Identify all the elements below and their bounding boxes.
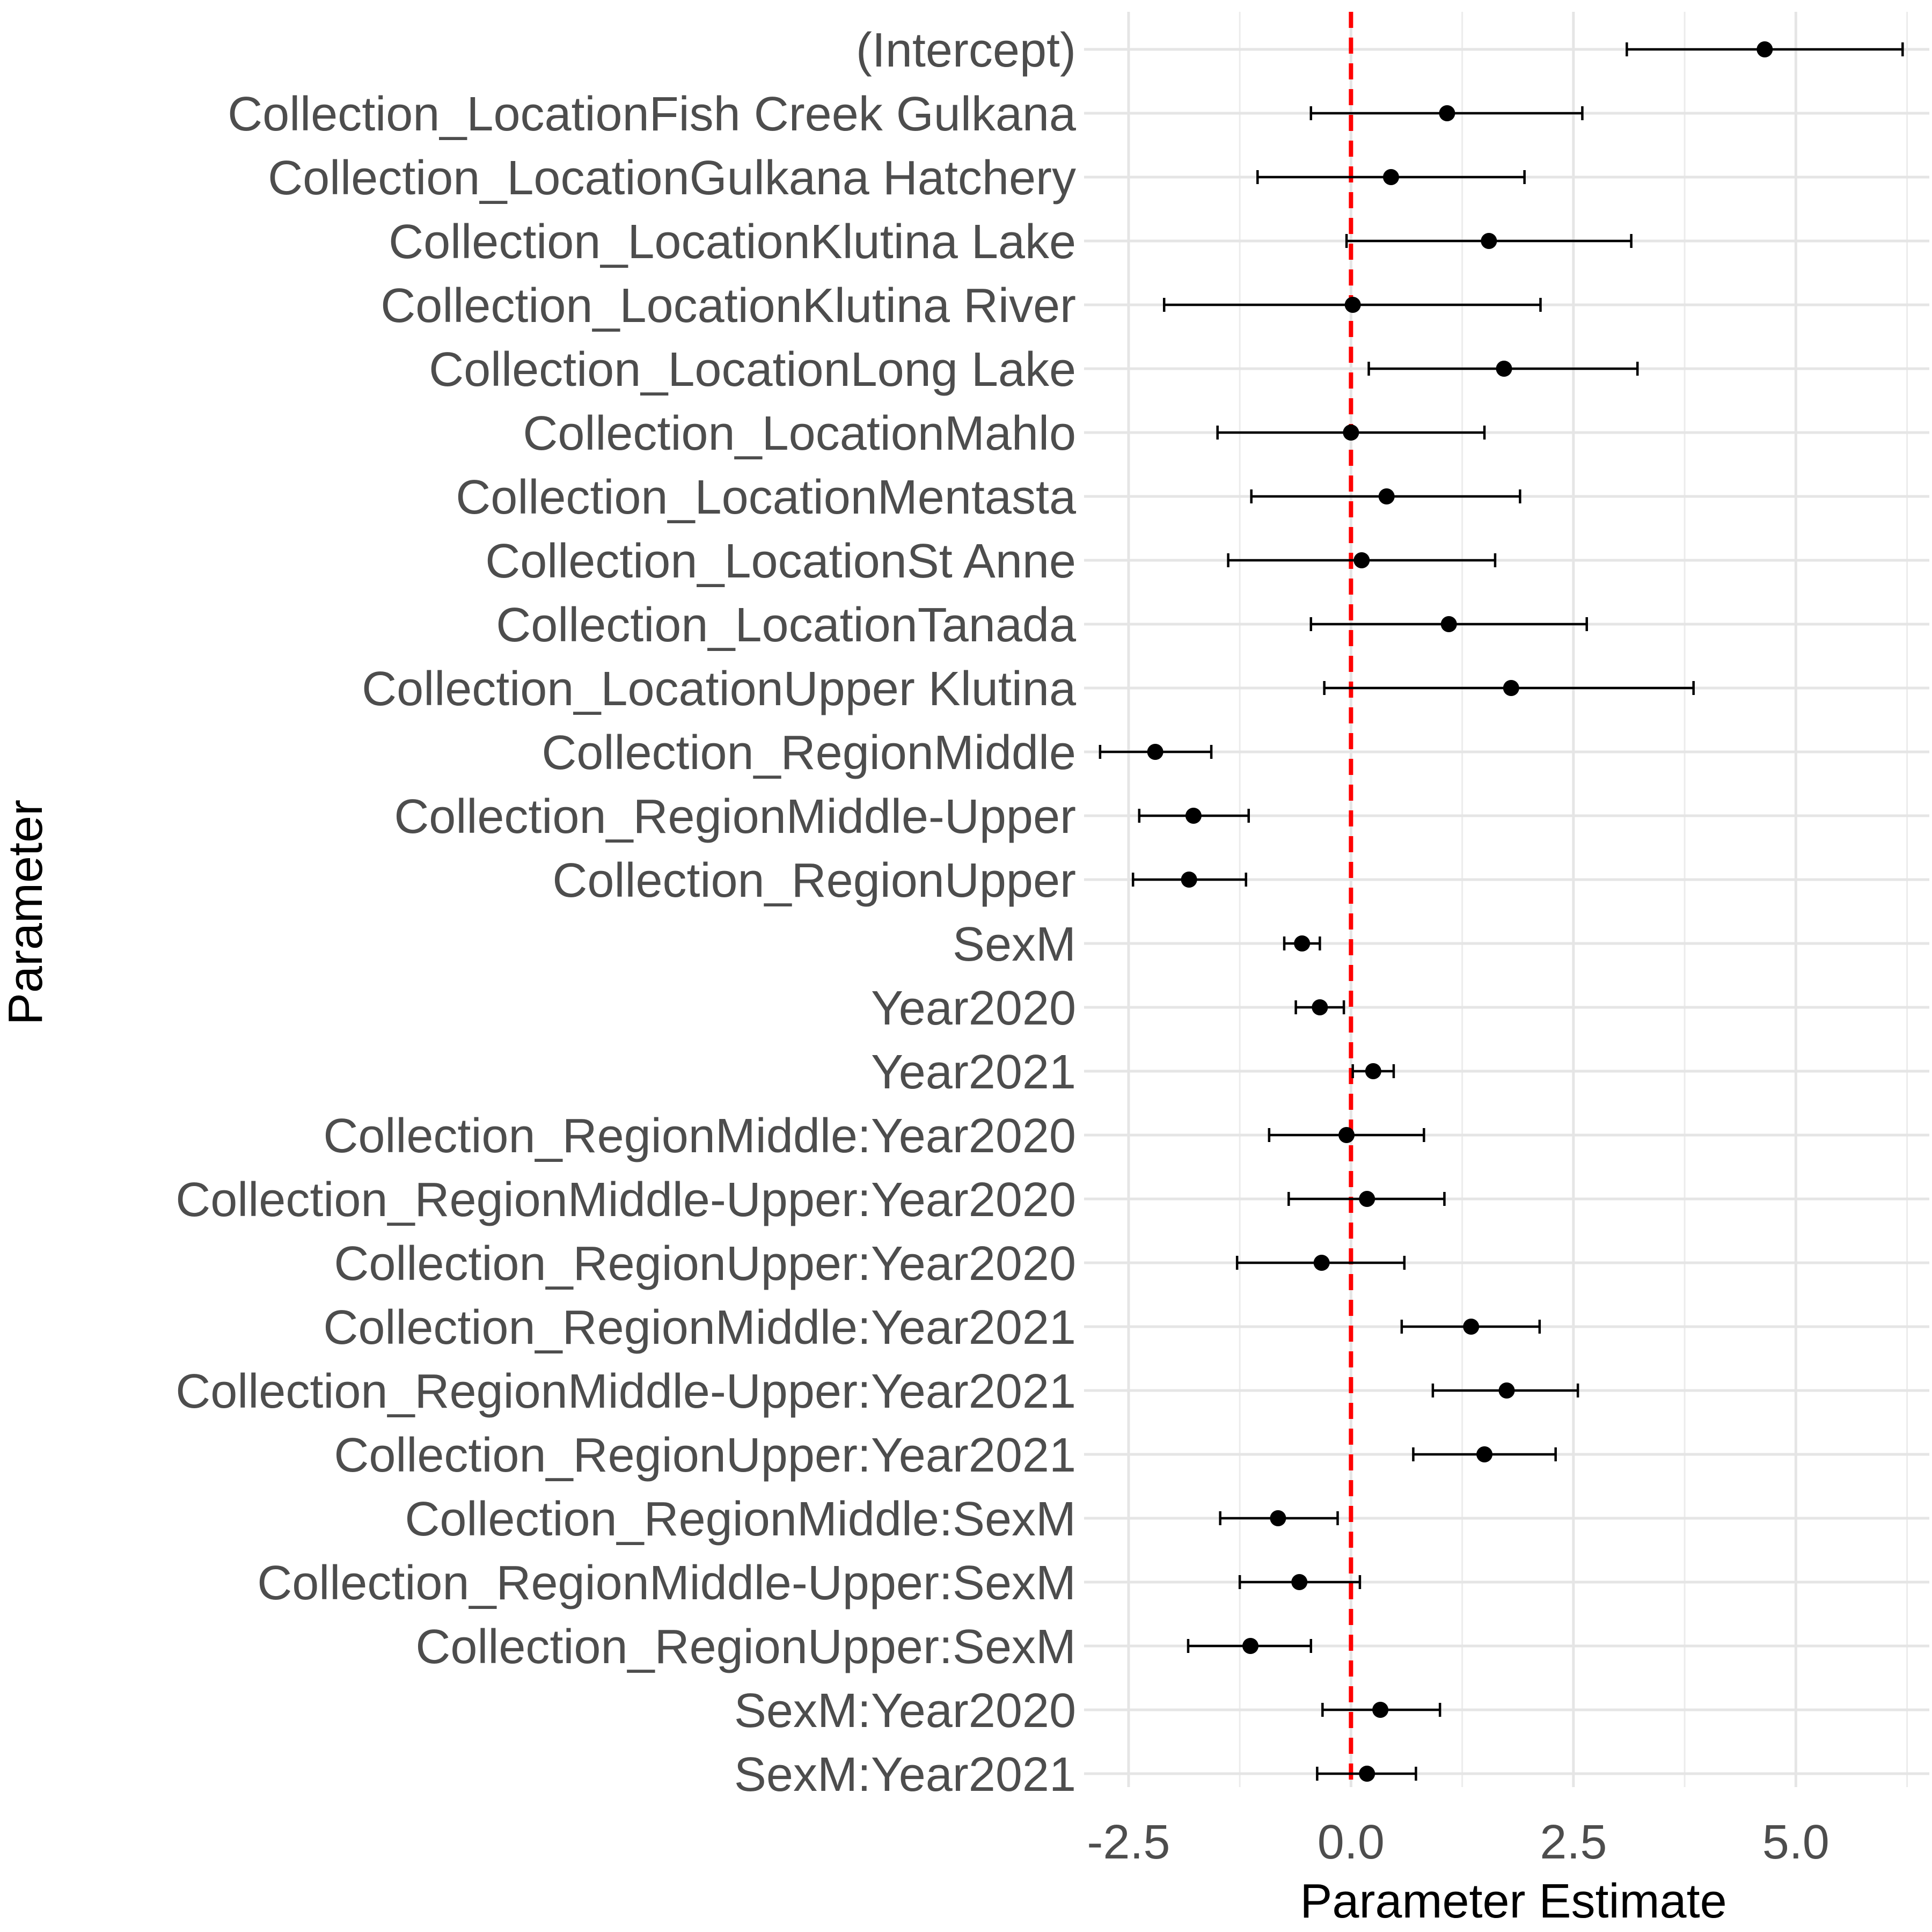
estimate-point — [1503, 680, 1519, 696]
y-tick-label: (Intercept) — [856, 24, 1076, 77]
estimate-point — [1353, 552, 1370, 568]
estimate-point — [1757, 41, 1773, 57]
estimate-point — [1440, 616, 1457, 632]
y-tick-label: Collection_RegionMiddle — [541, 726, 1076, 780]
estimate-point — [1338, 1127, 1355, 1143]
x-tick-label: 5.0 — [1762, 1816, 1829, 1869]
estimate-point — [1382, 169, 1399, 185]
y-tick-label: SexM — [953, 918, 1076, 971]
y-tick-label: Collection_RegionMiddle:Year2020 — [323, 1109, 1076, 1163]
estimate-point — [1439, 105, 1455, 121]
estimate-points — [1147, 41, 1773, 1782]
y-tick-label: Collection_LocationKlutina River — [380, 279, 1076, 333]
estimate-point — [1291, 1574, 1308, 1590]
y-tick-label: Collection_LocationKlutina Lake — [389, 215, 1076, 269]
grid — [1084, 12, 1929, 1787]
y-tick-label: Collection_LocationGulkana Hatchery — [268, 151, 1076, 205]
estimate-point — [1496, 361, 1512, 377]
y-tick-label: Collection_RegionMiddle:Year2021 — [323, 1301, 1076, 1355]
y-tick-label: Collection_LocationTanada — [496, 598, 1077, 652]
y-tick-label: Collection_RegionMiddle-Upper — [394, 790, 1076, 844]
y-axis-title: Parameter — [0, 800, 53, 1025]
estimate-point — [1147, 744, 1163, 760]
estimate-point — [1344, 297, 1361, 313]
y-tick-label: Collection_LocationMahlo — [523, 407, 1076, 460]
estimate-point — [1365, 1063, 1381, 1079]
y-tick-label: SexM:Year2021 — [734, 1748, 1076, 1802]
y-tick-label: Collection_RegionMiddle-Upper:Year2021 — [175, 1365, 1076, 1418]
y-tick-label: Collection_LocationSt Anne — [485, 535, 1076, 588]
estimate-point — [1185, 808, 1202, 824]
estimate-point — [1476, 1446, 1493, 1462]
estimate-point — [1270, 1510, 1286, 1526]
estimate-point — [1313, 1255, 1330, 1271]
y-tick-labels: (Intercept) Collection_LocationFish Creek… — [175, 24, 1077, 1802]
y-tick-label: Collection_RegionMiddle-Upper:Year2020 — [175, 1173, 1076, 1227]
y-tick-label: Collection_RegionMiddle-Upper:SexM — [257, 1556, 1076, 1610]
y-tick-label: Collection_LocationMentasta — [456, 471, 1077, 524]
estimate-point — [1294, 935, 1311, 952]
x-tick-label: 0.0 — [1318, 1816, 1385, 1869]
y-tick-label: Year2021 — [871, 1045, 1076, 1099]
estimate-point — [1463, 1319, 1480, 1335]
y-tick-label: Collection_RegionUpper:SexM — [415, 1620, 1076, 1674]
x-tick-label: -2.5 — [1087, 1816, 1170, 1869]
estimate-point — [1498, 1382, 1515, 1399]
estimate-point — [1481, 233, 1497, 249]
y-tick-label: Collection_LocationLong Lake — [429, 343, 1076, 397]
estimate-point — [1312, 999, 1328, 1015]
y-tick-label: Collection_LocationUpper Klutina — [362, 662, 1077, 716]
y-tick-label: Year2020 — [871, 982, 1076, 1035]
y-tick-label: Collection_RegionUpper — [552, 854, 1076, 908]
estimate-point — [1372, 1702, 1389, 1718]
x-axis-title: Parameter Estimate — [1300, 1875, 1726, 1928]
estimate-point — [1359, 1191, 1375, 1207]
estimate-point — [1378, 488, 1395, 504]
y-tick-label: Collection_LocationFish Creek Gulkana — [228, 87, 1077, 141]
estimate-point — [1359, 1766, 1375, 1782]
estimate-point — [1181, 872, 1197, 888]
y-tick-label: Collection_RegionUpper:Year2020 — [334, 1237, 1076, 1291]
estimate-point — [1242, 1638, 1259, 1654]
x-tick-labels: -2.5 0.0 2.5 5.0 — [1087, 1816, 1829, 1869]
x-tick-label: 2.5 — [1540, 1816, 1607, 1869]
y-tick-label: Collection_RegionUpper:Year2021 — [334, 1429, 1076, 1482]
y-tick-label: SexM:Year2020 — [734, 1684, 1076, 1738]
y-tick-label: Collection_RegionMiddle:SexM — [405, 1492, 1076, 1546]
estimate-point — [1343, 425, 1359, 441]
error-bars — [1099, 42, 1904, 1781]
